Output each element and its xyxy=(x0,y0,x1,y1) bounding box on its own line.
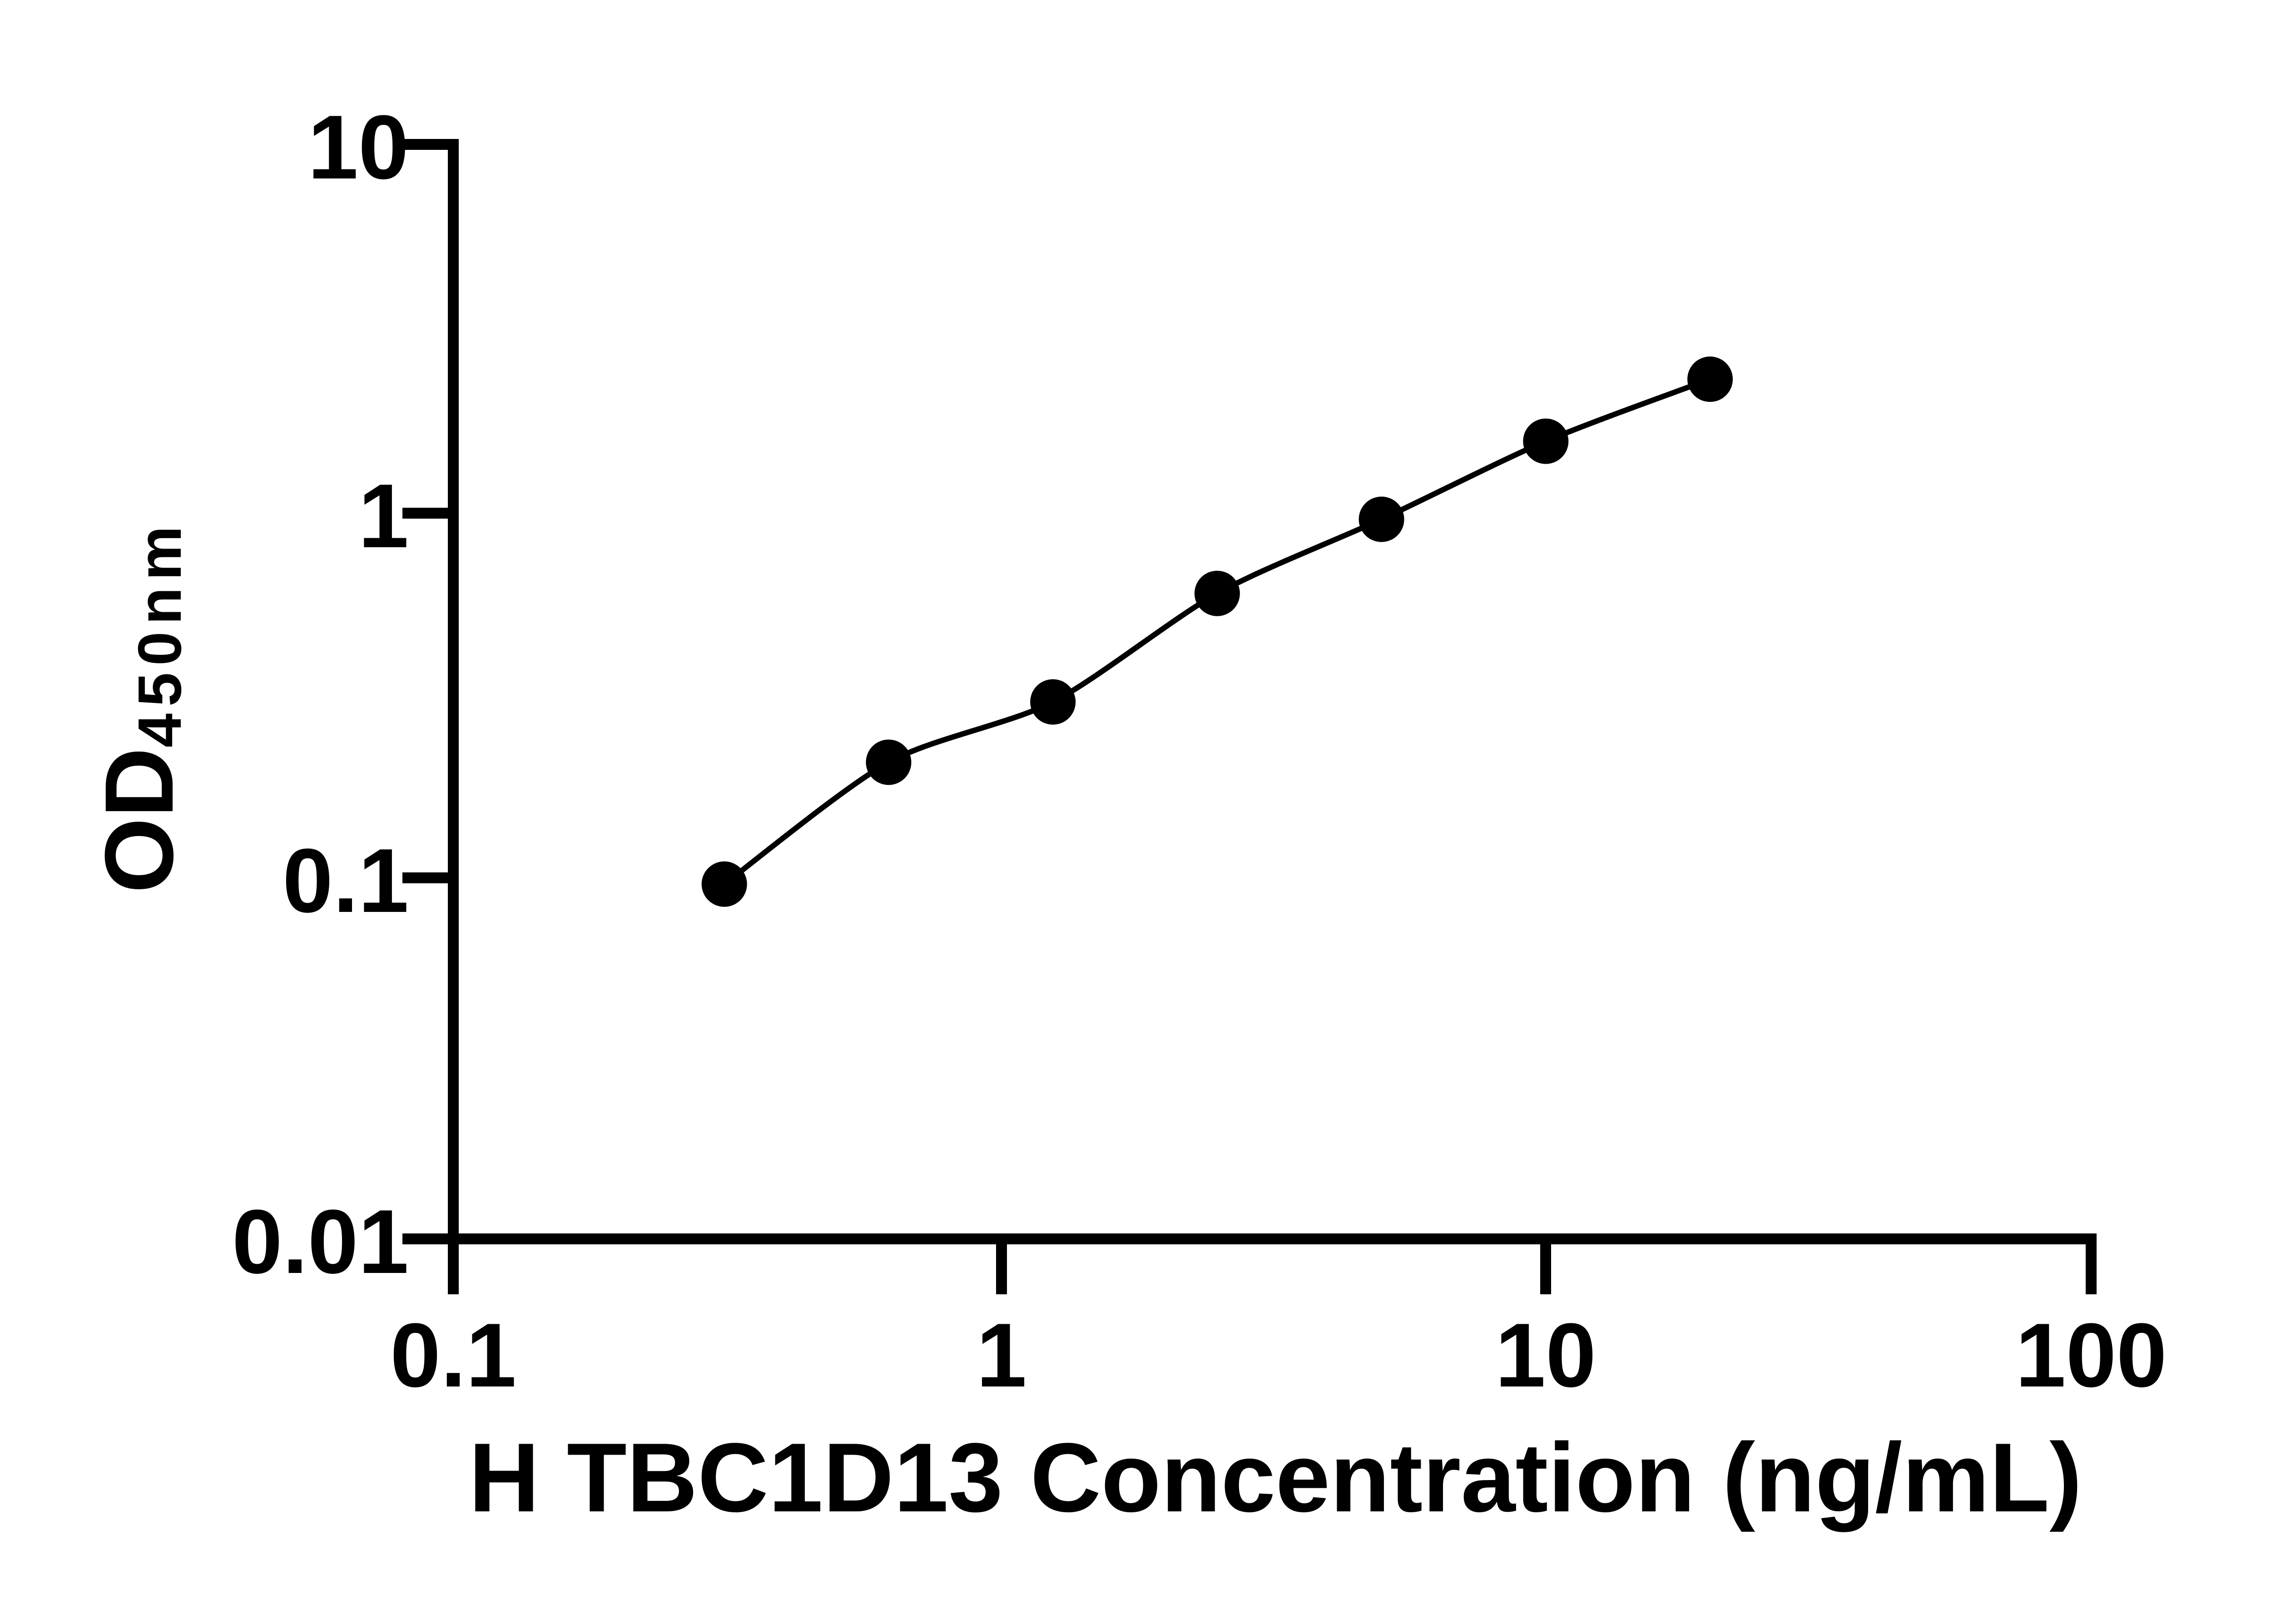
svg-text:1: 1 xyxy=(358,465,409,567)
svg-text:1: 1 xyxy=(976,1305,1026,1406)
svg-text:0.1: 0.1 xyxy=(390,1305,516,1406)
svg-text:10: 10 xyxy=(1495,1305,1596,1406)
svg-text:10: 10 xyxy=(308,97,409,198)
svg-text:H TBC1D13 Concentration (ng/mL: H TBC1D13 Concentration (ng/mL) xyxy=(469,1422,2082,1532)
svg-text:100: 100 xyxy=(2015,1305,2167,1406)
svg-text:0.1: 0.1 xyxy=(283,830,409,931)
svg-text:0.01: 0.01 xyxy=(232,1191,409,1292)
